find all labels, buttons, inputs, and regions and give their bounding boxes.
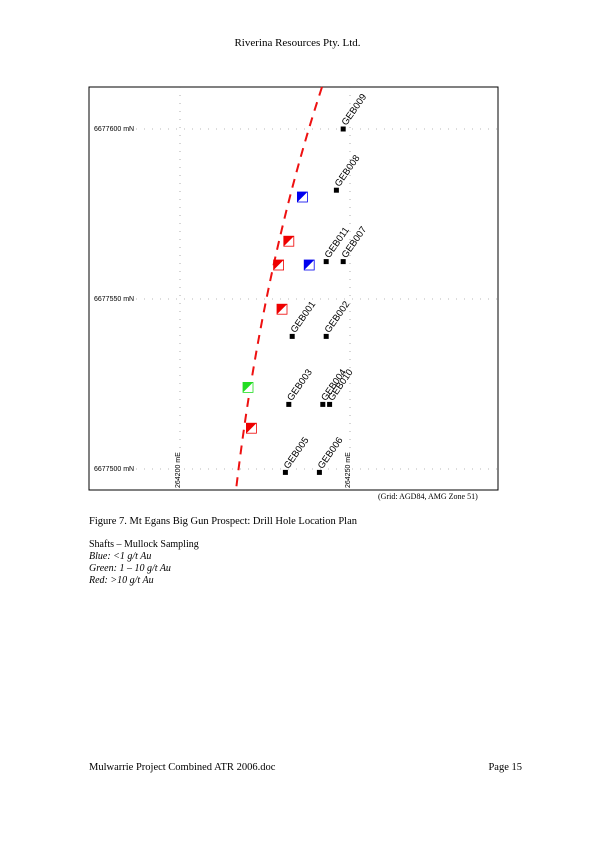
shaft-marker-red bbox=[276, 303, 288, 315]
drill-hole-collar bbox=[340, 259, 346, 265]
fault-path bbox=[235, 86, 323, 491]
shaft-marker-green bbox=[242, 381, 254, 393]
legend-item-red: Red: >10 g/t Au bbox=[89, 575, 154, 586]
page-header: Riverina Resources Pty. Ltd. bbox=[234, 37, 361, 49]
fault-line bbox=[235, 86, 323, 491]
drill-hole-collar bbox=[340, 126, 346, 132]
drill-hole-collar bbox=[286, 401, 292, 407]
legend-item-blue: Blue: <1 g/t Au bbox=[89, 551, 152, 562]
drill-hole-collar bbox=[323, 259, 329, 265]
shaft-marker-blue bbox=[296, 191, 308, 203]
drill-hole-collar bbox=[282, 469, 288, 475]
drill-hole-collar bbox=[289, 333, 295, 339]
map-frame bbox=[88, 86, 499, 491]
footer-filename: Mulwarrie Project Combined ATR 2006.doc bbox=[89, 762, 276, 773]
easting-label-264200: 264200 mE bbox=[175, 452, 182, 488]
drill-hole-collar bbox=[323, 333, 329, 339]
drill-hole-label: GEB009 bbox=[340, 92, 370, 128]
drill-hole-label: GEB001 bbox=[289, 299, 319, 335]
northing-label-6677550: 6677550 mN bbox=[94, 296, 134, 303]
drill-hole-collar bbox=[327, 401, 333, 407]
drill-hole-label: GEB003 bbox=[285, 367, 315, 403]
legend: Shafts – Mullock Sampling Blue: <1 g/t A… bbox=[89, 539, 199, 587]
drill-hole-label: GEB008 bbox=[333, 153, 363, 189]
shaft-marker-red bbox=[273, 259, 285, 271]
shaft-marker-blue bbox=[303, 259, 315, 271]
legend-item-green: Green: 1 – 10 g/t Au bbox=[89, 563, 171, 574]
legend-title: Shafts – Mullock Sampling bbox=[89, 539, 199, 550]
figure-caption: Figure 7. Mt Egans Big Gun Prospect: Dri… bbox=[89, 516, 358, 527]
shaft-marker-red bbox=[283, 235, 295, 247]
easting-label-264250: 264250 mE bbox=[345, 452, 352, 488]
drill-hole-collar bbox=[316, 469, 322, 475]
drill-hole-label: GEB006 bbox=[316, 435, 346, 471]
shafts-layer bbox=[242, 191, 315, 434]
grid-lines bbox=[136, 87, 498, 470]
drill-hole-collar bbox=[320, 401, 326, 407]
northing-label-6677500: 6677500 mN bbox=[94, 466, 134, 473]
drill-hole-label: GEB002 bbox=[323, 299, 353, 335]
shaft-marker-red bbox=[245, 422, 257, 434]
drill-hole-label: GEB005 bbox=[282, 435, 312, 471]
grid-note: (Grid: AGD84, AMG Zone 51) bbox=[378, 492, 478, 501]
footer-page-number: Page 15 bbox=[488, 762, 522, 773]
drill-hole-collar bbox=[333, 187, 339, 193]
northing-label-6677600: 6677600 mN bbox=[94, 126, 134, 133]
